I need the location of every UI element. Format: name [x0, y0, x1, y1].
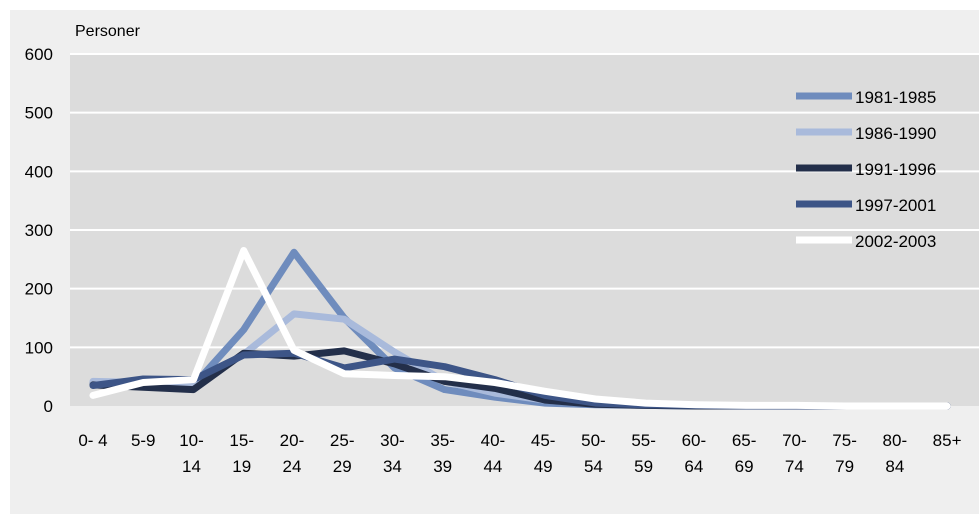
y-tick-label: 100 — [25, 338, 53, 357]
legend-label: 2002-2003 — [855, 232, 936, 251]
y-axis-ticks: 0 100 200 300 400 500 600 — [25, 45, 53, 416]
legend-label: 1997-2001 — [855, 196, 936, 215]
legend: 1981-1985 1986-1990 1991-1996 1997-2001 2002… — [796, 88, 936, 251]
x-tick-label: 25- — [330, 431, 355, 450]
x-tick-label: 34 — [383, 457, 402, 476]
x-tick-label: 10- — [179, 431, 204, 450]
x-tick-label: 65- — [732, 431, 757, 450]
x-tick-label: 49 — [534, 457, 553, 476]
x-tick-label: 45- — [531, 431, 556, 450]
x-tick-label: 5-9 — [131, 431, 156, 450]
legend-label: 1991-1996 — [855, 160, 936, 179]
x-tick-label: 60- — [682, 431, 707, 450]
series-lines — [89, 247, 951, 410]
legend-label: 1981-1985 — [855, 88, 936, 107]
x-tick-label: 85+ — [933, 431, 962, 450]
y-tick-label: 600 — [25, 45, 53, 64]
x-axis-ticks: 0- 4 5-9 10- 14 15- 19 20- 24 25- 29 30- 34 35- 39 40-… — [78, 431, 961, 476]
x-tick-label: 0- 4 — [78, 431, 107, 450]
x-tick-label: 44 — [483, 457, 502, 476]
y-tick-label: 400 — [25, 162, 53, 181]
x-tick-label: 50- — [581, 431, 606, 450]
x-tick-label: 15- — [229, 431, 254, 450]
x-tick-label: 39 — [433, 457, 452, 476]
x-tick-label: 75- — [832, 431, 857, 450]
x-tick-label: 55- — [631, 431, 656, 450]
y-axis-label: Personer — [75, 23, 141, 40]
x-tick-label: 70- — [782, 431, 807, 450]
y-tick-label: 200 — [25, 280, 53, 299]
x-tick-label: 84 — [885, 457, 904, 476]
x-tick-label: 29 — [333, 457, 352, 476]
x-tick-label: 20- — [280, 431, 305, 450]
x-tick-label: 69 — [735, 457, 754, 476]
x-tick-label: 54 — [584, 457, 603, 476]
y-tick-label: 0 — [44, 397, 53, 416]
x-tick-label: 14 — [182, 457, 201, 476]
x-tick-label: 40- — [481, 431, 506, 450]
x-tick-label: 30- — [380, 431, 405, 450]
legend-label: 1986-1990 — [855, 124, 936, 143]
y-tick-label: 500 — [25, 104, 53, 123]
x-tick-label: 64 — [684, 457, 703, 476]
x-tick-label: 79 — [835, 457, 854, 476]
series-line-2002-2003 — [89, 247, 951, 410]
x-tick-label: 59 — [634, 457, 653, 476]
y-tick-label: 300 — [25, 221, 53, 240]
x-tick-label: 24 — [282, 457, 301, 476]
x-tick-label: 80- — [883, 431, 908, 450]
x-tick-label: 19 — [232, 457, 251, 476]
x-tick-label: 35- — [430, 431, 455, 450]
x-tick-label: 74 — [785, 457, 804, 476]
